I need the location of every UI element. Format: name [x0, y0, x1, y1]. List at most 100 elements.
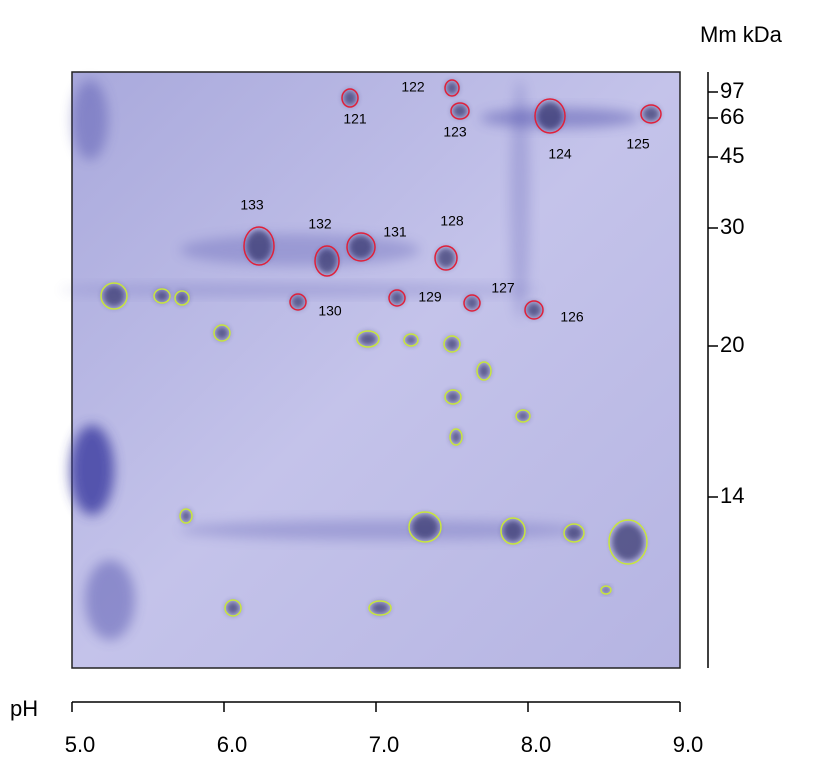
- spot-outline-yellow: [403, 333, 419, 347]
- spot-stain: [446, 81, 458, 95]
- spot-stain: [445, 337, 459, 351]
- stain: [85, 560, 135, 640]
- spot-outline-yellow: [213, 324, 231, 342]
- spot-label: 127: [491, 280, 515, 296]
- y-tick-label: 14: [720, 483, 744, 508]
- spot-outline-red: [388, 289, 406, 307]
- spot-stain: [291, 295, 305, 309]
- y-tick-label: 97: [720, 78, 744, 103]
- y-tick-label: 45: [720, 143, 744, 168]
- spot-stain: [517, 410, 529, 422]
- spot-stain: [176, 292, 188, 304]
- spot-stain: [611, 523, 645, 561]
- spot-stain: [642, 106, 660, 122]
- spot-label: 123: [443, 124, 467, 140]
- spot-outline-yellow: [608, 519, 648, 565]
- spot-outline-yellow: [100, 282, 128, 310]
- x-tick-label: 8.0: [521, 732, 552, 757]
- spot-stain: [343, 90, 357, 106]
- spot-outlines: [100, 79, 662, 617]
- spot-stain: [390, 291, 404, 305]
- spot-label: 130: [318, 303, 342, 319]
- spot-stain: [465, 296, 479, 310]
- spot-outline-yellow: [444, 389, 462, 405]
- spot-outline-yellow: [356, 330, 380, 348]
- spot-stain: [502, 519, 524, 543]
- spot-outline-yellow: [174, 290, 190, 306]
- spot-label: 128: [440, 213, 464, 229]
- spot-label: 126: [560, 309, 584, 325]
- stain: [180, 520, 580, 540]
- spot-outline-red: [640, 104, 662, 124]
- gel-stains: [60, 80, 660, 640]
- spot-label: 121: [343, 111, 367, 127]
- spot-label: 129: [418, 289, 442, 305]
- spot-stain: [478, 363, 490, 379]
- spot-stain: [349, 235, 373, 259]
- spot-stain: [316, 248, 338, 274]
- x-axis-title: pH: [10, 696, 38, 721]
- spot-outline-yellow: [449, 428, 463, 446]
- spot-outline-yellow: [153, 288, 171, 304]
- spot-stain: [565, 525, 583, 541]
- spot-outline-red: [341, 88, 359, 108]
- spot-stain: [180, 510, 192, 522]
- spot-stain: [436, 247, 456, 269]
- stain: [72, 80, 108, 160]
- y-axis-title: Mm kDa: [700, 22, 783, 47]
- spot-outline-red: [346, 232, 376, 262]
- spot-stain: [601, 586, 611, 594]
- spot-stain: [246, 229, 272, 263]
- spot-outline-red: [524, 300, 544, 320]
- spot-stain: [526, 302, 542, 318]
- x-tick-label: 6.0: [217, 732, 248, 757]
- stain: [70, 425, 114, 515]
- spot-outline-yellow: [500, 517, 526, 545]
- spot-stain: [155, 290, 169, 302]
- x-tick-label: 9.0: [673, 732, 704, 757]
- spot-outline-yellow: [224, 599, 242, 617]
- spot-outline-yellow: [368, 600, 392, 616]
- spot-label: 131: [383, 224, 407, 240]
- spot-label: 125: [626, 136, 650, 152]
- spot-outline-yellow: [600, 585, 612, 595]
- spot-outline-red: [444, 79, 460, 97]
- y-tick-label: 30: [720, 214, 744, 239]
- gel: [71, 71, 681, 669]
- spot-stain: [226, 601, 240, 615]
- spot-outline-yellow: [443, 335, 461, 353]
- spot-stain: [405, 334, 417, 346]
- spot-outline-red: [289, 293, 307, 311]
- spot-outline-red: [450, 102, 470, 120]
- stain: [510, 80, 530, 320]
- y-tick-label: 20: [720, 332, 744, 357]
- spot-stain: [411, 514, 439, 540]
- spot-stain: [452, 104, 468, 118]
- x-tick-label: 7.0: [369, 732, 400, 757]
- spot-outline-yellow: [179, 508, 193, 524]
- spot-outline-red: [243, 226, 275, 266]
- spot-outline-red: [534, 98, 566, 134]
- spot-stain: [102, 284, 126, 308]
- spot-outline-yellow: [408, 511, 442, 543]
- spot-label: 132: [308, 216, 332, 232]
- spot-stain: [370, 602, 390, 614]
- spot-outline-red: [463, 294, 481, 312]
- spot-label: 133: [240, 197, 264, 213]
- spot-outline-yellow: [476, 361, 492, 381]
- spot-outline-red: [434, 245, 458, 271]
- spot-stain: [215, 326, 229, 340]
- spot-label: 124: [548, 146, 572, 162]
- spot-stain: [450, 430, 462, 444]
- spot-label: 122: [401, 79, 425, 95]
- spot-stain: [446, 391, 460, 403]
- spot-outline-yellow: [515, 409, 531, 423]
- spot-outline-red: [314, 245, 340, 277]
- spot-outline-yellow: [563, 523, 585, 543]
- x-tick-label: 5.0: [65, 732, 96, 757]
- y-tick-label: 66: [720, 104, 744, 129]
- spot-stain: [537, 101, 563, 131]
- spot-stain: [358, 332, 378, 346]
